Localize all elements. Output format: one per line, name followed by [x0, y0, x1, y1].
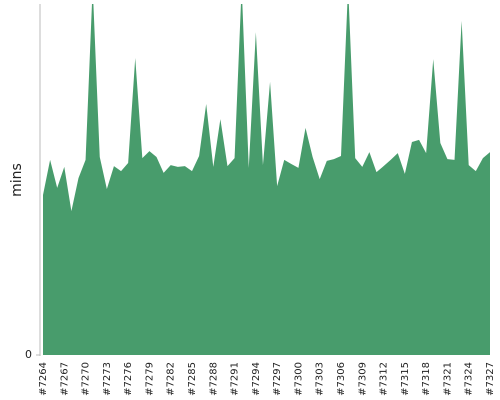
x-tick-label: #7315 [400, 362, 411, 396]
x-tick-label: #7300 [293, 362, 304, 396]
x-tick-label: #7276 [123, 362, 134, 396]
y-tick-label: 0 [25, 348, 32, 361]
area [43, 4, 490, 355]
x-tick-label: #7324 [464, 362, 475, 396]
x-tick-label: #7318 [421, 362, 432, 396]
x-tick-label: #7312 [379, 362, 390, 396]
x-tick-label: #7270 [81, 362, 92, 396]
x-tick-label: #7327 [485, 362, 496, 396]
x-tick-label: #7273 [102, 362, 113, 396]
x-tick-label: #7282 [166, 362, 177, 396]
x-tick-label: #7309 [357, 362, 368, 396]
x-tick-label: #7303 [315, 362, 326, 396]
x-tick-label: #7306 [336, 362, 347, 396]
x-tick-label: #7294 [251, 362, 262, 396]
x-tick-label: #7264 [38, 362, 49, 396]
x-tick-label: #7288 [208, 362, 219, 396]
x-tick-label: #7291 [230, 362, 241, 396]
x-tick-label: #7279 [144, 362, 155, 396]
x-tick-label: #7285 [187, 362, 198, 396]
x-tick-label: #7297 [272, 362, 283, 396]
y-axis-label: mins [9, 163, 25, 197]
x-tick-label: #7321 [442, 362, 453, 396]
x-tick-label: #7267 [59, 362, 70, 396]
